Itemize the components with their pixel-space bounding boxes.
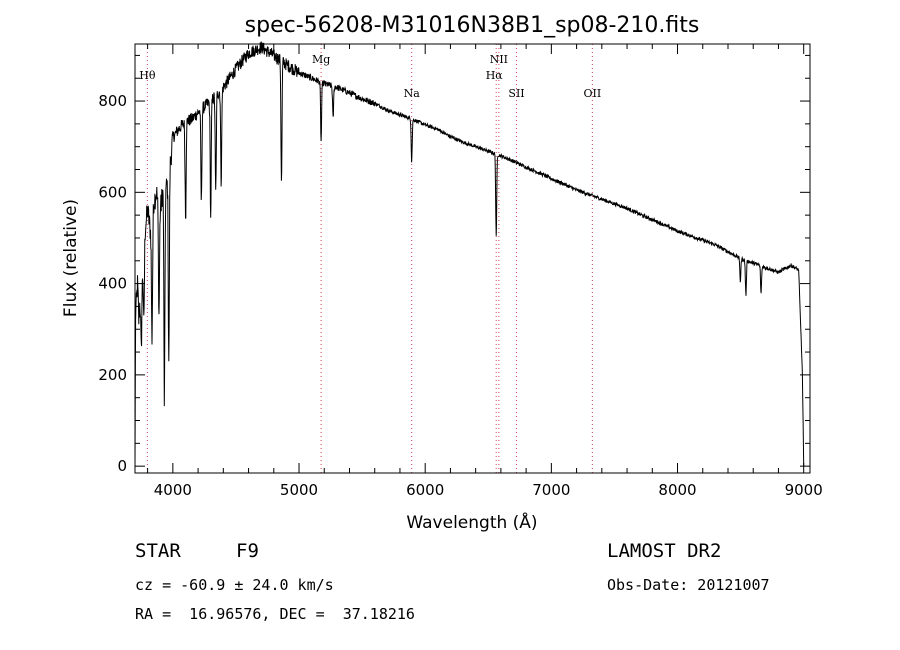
line-marker-label-3: NII (490, 53, 508, 66)
y-tick-label: 800 (98, 92, 127, 110)
redshift-readout: cz = -60.9 ± 24.0 km/s (135, 576, 334, 594)
line-marker-labels: Hθ Mg Na NII Hα SII OII (139, 53, 601, 100)
line-marker-label-5: SII (508, 87, 524, 100)
object-type: STAR (135, 540, 181, 562)
line-marker-label-6: OII (584, 87, 602, 100)
y-tick-label: 0 (117, 457, 127, 475)
x-tick-label: 7000 (532, 481, 570, 499)
subclass: F9 (236, 540, 259, 562)
x-axis-label: Wavelength (Å) (406, 511, 537, 533)
axis-ticks (135, 44, 810, 473)
line-marker-label-4: Hα (486, 69, 504, 82)
spectrum-line (134, 41, 805, 467)
survey-label: LAMOST DR2 (607, 540, 722, 562)
y-tick-label: 200 (98, 366, 127, 384)
line-marker-label-1: Mg (312, 53, 330, 66)
coordinates: RA = 16.96576, DEC = 37.18216 (135, 605, 415, 623)
obs-date: Obs-Date: 20121007 (607, 576, 770, 594)
line-marker-label-0: Hθ (139, 69, 156, 82)
x-tick-label: 8000 (658, 481, 696, 499)
x-tick-label: 5000 (280, 481, 318, 499)
y-tick-label: 400 (98, 275, 127, 293)
x-tick-label: 6000 (406, 481, 444, 499)
x-tick-label: 9000 (785, 481, 823, 499)
x-tick-label: 4000 (154, 481, 192, 499)
line-marker-label-2: Na (404, 87, 421, 100)
y-tick-label: 600 (98, 183, 127, 201)
plot-frame (134, 43, 811, 474)
chart-title: spec-56208-M31016N38B1_sp08-210.fits (245, 13, 700, 38)
y-axis-label: Flux (relative) (61, 199, 81, 317)
tick-labels: 4000 5000 6000 7000 8000 9000 0 200 400 600 800 (98, 92, 822, 499)
